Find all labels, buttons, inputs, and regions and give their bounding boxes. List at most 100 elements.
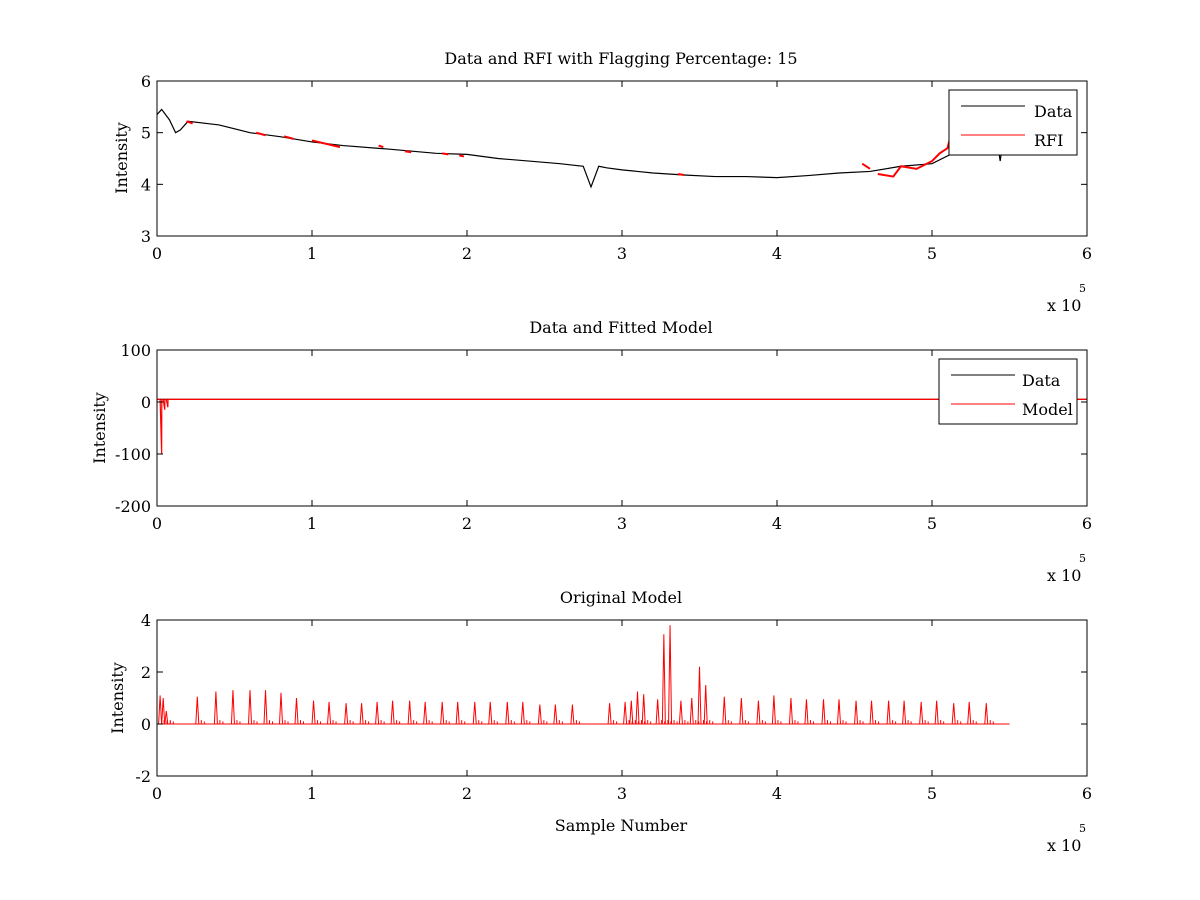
tick-layer: 0 1 2 3 4 5 6 3 4 5 6	[141, 72, 1092, 263]
x-tick-label: 6	[1082, 514, 1092, 533]
series-model-peak	[984, 703, 989, 725]
x-exponent-power: 5	[1079, 552, 1086, 565]
series-model-peak	[629, 700, 634, 725]
y-tick-label: -100	[115, 445, 151, 464]
series-model-peak	[195, 696, 200, 725]
x-tick-label: 2	[462, 244, 472, 263]
series-model-peak	[311, 700, 316, 725]
legend: Data Model	[938, 358, 1078, 425]
plot-area	[157, 398, 1087, 455]
series-rfi-segment	[861, 162, 871, 170]
legend-box	[948, 89, 1078, 156]
y-tick-label: 0	[141, 715, 151, 734]
x-tick-label: 5	[927, 244, 937, 263]
panel-original-model: Original Model Intensity Sample Number 0…	[108, 588, 1092, 855]
x-tick-label: 3	[617, 784, 627, 803]
series-model-peak	[440, 701, 445, 725]
series-model-peak	[837, 699, 841, 725]
x-tick-label: 0	[152, 244, 162, 263]
x-tick-label: 0	[152, 514, 162, 533]
x-exponent-base: x 10	[1047, 566, 1081, 585]
x-exponent-base: x 10	[1047, 296, 1081, 315]
x-tick-label: 1	[307, 244, 317, 263]
panel-data-model: Data and Fitted Model Intensity 0 1 2 3 4 5 6 -…	[90, 318, 1092, 585]
legend-label-data: Data	[1022, 371, 1061, 390]
chart-title: Data and RFI with Flagging Percentage: 1…	[444, 49, 797, 68]
series-model-peak	[697, 666, 702, 725]
y-tick-label: 6	[141, 72, 151, 91]
series-model-peak	[505, 701, 510, 725]
series-rfi-segment	[404, 150, 412, 154]
series-model-peak	[344, 703, 349, 725]
x-tick-label: 6	[1082, 244, 1092, 263]
x-tick-label: 2	[462, 784, 472, 803]
y-tick-label: 2	[141, 663, 151, 682]
series-rfi-segment	[378, 144, 384, 149]
series-model-peak	[472, 701, 477, 725]
series-rfi-segment	[459, 154, 465, 158]
series-model-peak	[213, 691, 218, 725]
x-exponent-power: 5	[1079, 282, 1086, 295]
plot-area	[156, 108, 1011, 189]
tick-layer: 0 1 2 3 4 5 6 -200 -100 0 100	[115, 341, 1092, 533]
series-rfi-segment	[311, 139, 341, 149]
series-model-peak	[294, 697, 299, 725]
series-model-peak	[455, 701, 460, 725]
legend-label-data: Data	[1034, 102, 1073, 121]
x-tick-label: 4	[772, 514, 782, 533]
series-model-peak	[821, 699, 826, 725]
x-exponent: x 10 5	[1047, 282, 1086, 315]
series-model-peak	[263, 690, 268, 725]
x-axis-label: Sample Number	[555, 816, 688, 835]
series-model-peak	[407, 700, 412, 725]
series-model-peak	[570, 704, 575, 725]
x-tick-label: 3	[617, 244, 627, 263]
series-model-peak	[161, 697, 166, 725]
y-tick-label: 0	[141, 393, 151, 412]
series-model-peak	[756, 700, 761, 725]
y-tick-label: 4	[141, 611, 151, 630]
y-tick-label: 4	[141, 175, 151, 194]
x-tick-label: 0	[152, 784, 162, 803]
series-model-peak	[655, 699, 660, 725]
series-model-peak	[553, 704, 558, 725]
series-model-peak	[359, 703, 364, 725]
x-tick-label: 1	[307, 784, 317, 803]
y-tick-label: 5	[141, 124, 151, 143]
x-tick-label: 4	[772, 244, 782, 263]
series-model-peak	[641, 694, 646, 725]
series-model-peak	[854, 700, 859, 725]
series-model-peak	[248, 690, 252, 725]
series-model-peak	[488, 701, 493, 725]
x-tick-label: 1	[307, 514, 317, 533]
series-model-peak	[919, 701, 924, 725]
x-exponent: x 10 5	[1047, 822, 1086, 855]
series-model-peak	[788, 697, 793, 725]
y-tick-label: 3	[141, 227, 151, 246]
series-rfi-segment	[442, 152, 449, 156]
series-model-peak	[327, 701, 332, 725]
series-model-peak	[902, 700, 907, 725]
series-rfi-segment	[877, 129, 954, 178]
series-model-line	[157, 398, 1087, 455]
series-rfi-segment	[283, 135, 294, 140]
series-model-peak	[520, 701, 525, 725]
x-tick-label: 4	[772, 784, 782, 803]
series-model-peak	[661, 634, 666, 725]
legend-label-rfi: RFI	[1034, 131, 1063, 150]
series-model-peak	[158, 695, 163, 725]
series-model-peak	[230, 690, 235, 725]
plot-area	[157, 625, 1010, 725]
series-model-peak	[668, 625, 673, 725]
chart-title: Data and Fitted Model	[529, 318, 712, 337]
y-tick-label: -200	[115, 497, 151, 516]
x-tick-label: 5	[927, 514, 937, 533]
series-model-peak	[279, 692, 283, 725]
series-model-peak	[934, 700, 939, 725]
x-exponent-base: x 10	[1047, 836, 1081, 855]
series-model-peak	[804, 699, 809, 725]
series-rfi-segment	[186, 120, 193, 125]
series-rfi-segment	[255, 131, 266, 137]
